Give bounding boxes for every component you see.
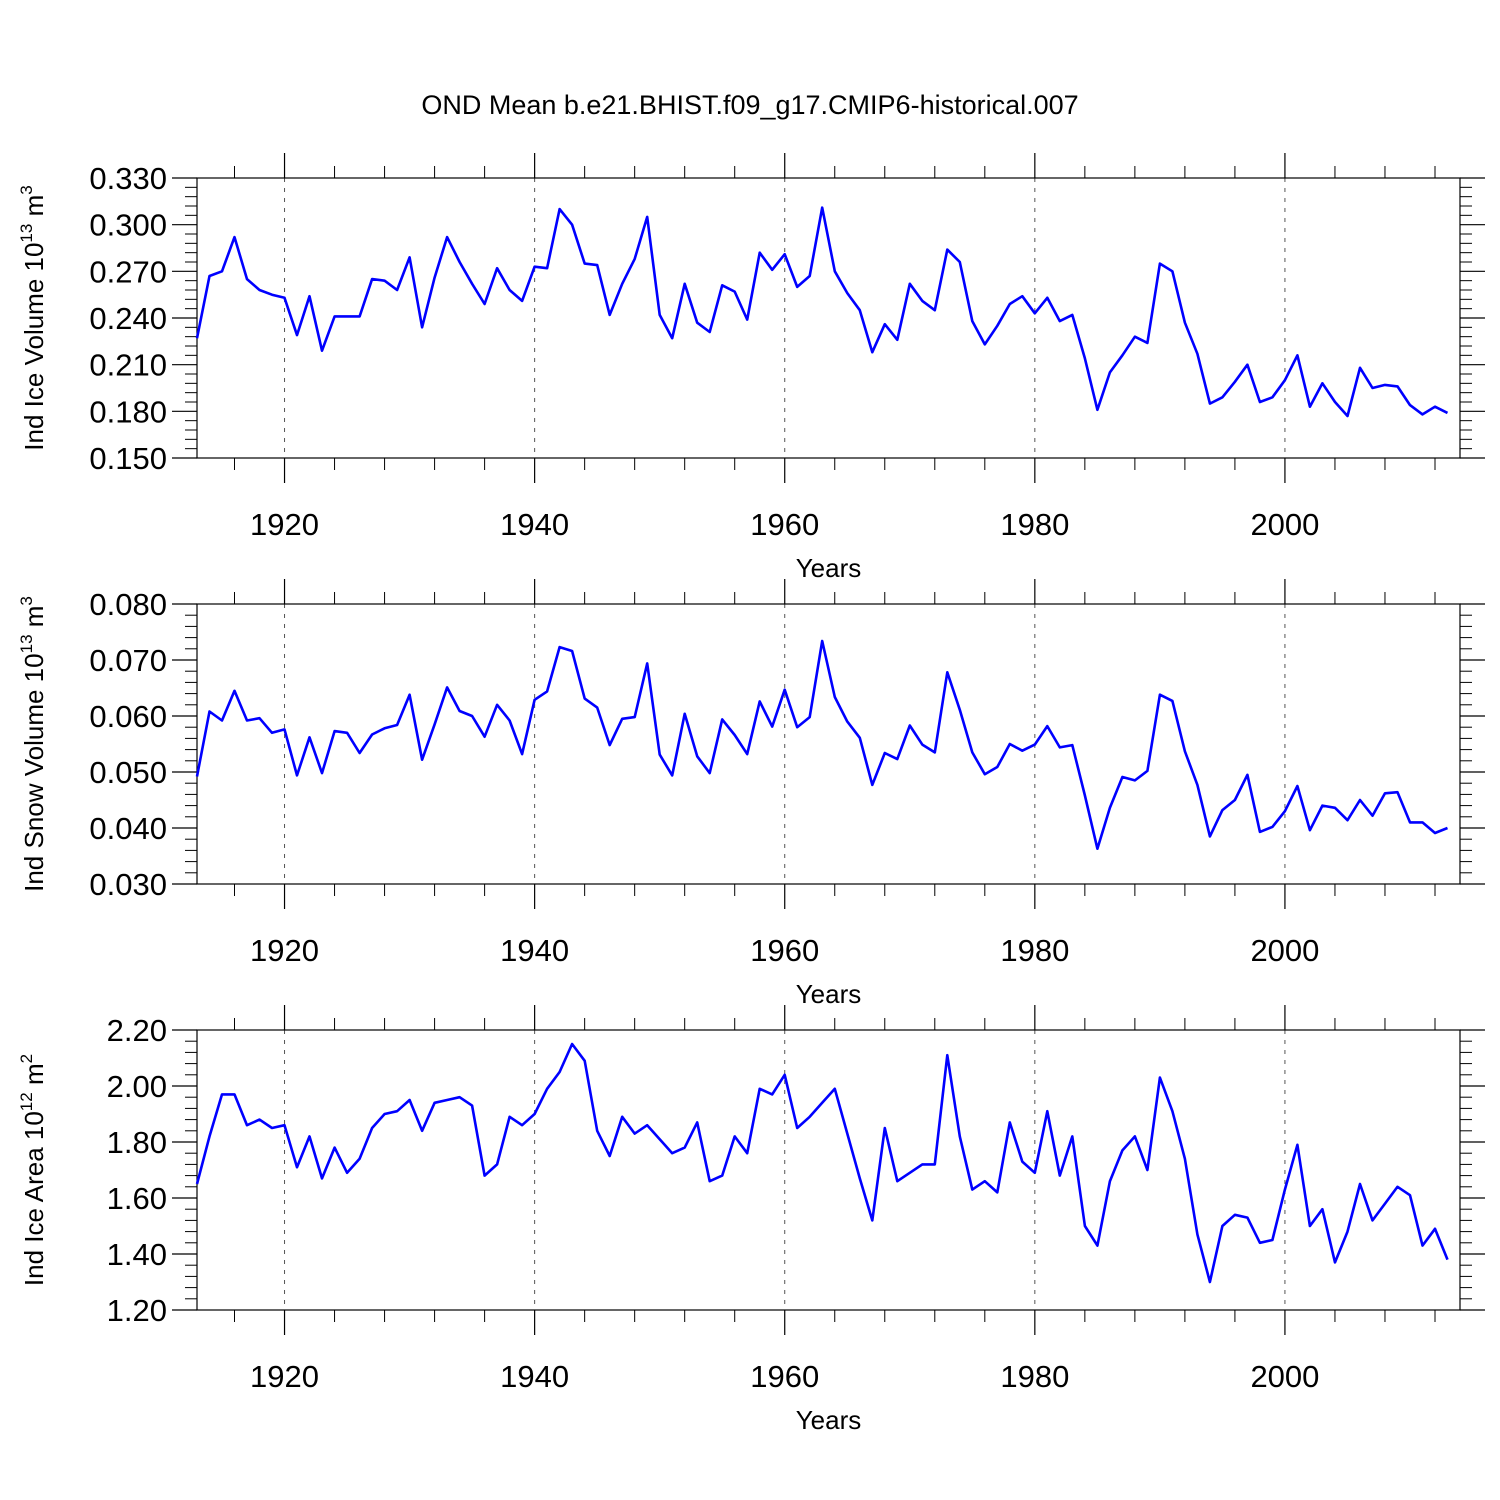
x-tick-label: 1960 bbox=[750, 507, 819, 542]
y-tick-label: 0.040 bbox=[89, 811, 167, 846]
y-tick-label: 0.030 bbox=[89, 867, 167, 902]
y-tick-label: 0.050 bbox=[89, 755, 167, 790]
y-tick-label: 0.070 bbox=[89, 643, 167, 678]
x-tick-label: 2000 bbox=[1250, 507, 1319, 542]
x-tick-label: 1940 bbox=[500, 933, 569, 968]
x-tick-label: 2000 bbox=[1250, 1359, 1319, 1394]
series-line bbox=[195, 639, 1448, 851]
y-tick-label: 0.240 bbox=[89, 301, 167, 336]
x-axis-label: Years bbox=[796, 553, 862, 583]
x-axis-label: Years bbox=[796, 1405, 862, 1435]
panel-snow-volume: 0.030 0.040 0.050 0.060 0.070 0.080 1920 1940 19… bbox=[17, 579, 1485, 1009]
y-tick-label: 2.20 bbox=[107, 1013, 167, 1048]
x-tick-label: 1940 bbox=[500, 507, 569, 542]
y-tick-label: 0.180 bbox=[89, 394, 167, 429]
y-axis-label: Ind Ice Volume 1013 m3 bbox=[17, 185, 49, 450]
y-tick-label: 0.150 bbox=[89, 441, 167, 476]
y-tick-label: 1.60 bbox=[107, 1181, 167, 1216]
x-tick-label: 2000 bbox=[1250, 933, 1319, 968]
x-tick-label: 1960 bbox=[750, 933, 819, 968]
x-tick-label: 1920 bbox=[250, 507, 319, 542]
y-tick-label: 0.270 bbox=[89, 254, 167, 289]
x-tick-label: 1980 bbox=[1000, 933, 1069, 968]
x-tick-label: 1920 bbox=[250, 1359, 319, 1394]
y-axis-label: Ind Ice Area 1012 m2 bbox=[17, 1054, 49, 1286]
y-tick-label: 0.210 bbox=[89, 348, 167, 383]
x-axis-label: Years bbox=[796, 979, 862, 1009]
y-tick-label: 0.060 bbox=[89, 699, 167, 734]
series-line bbox=[195, 1042, 1449, 1284]
plot-frame bbox=[196, 177, 1461, 459]
x-tick-label: 1920 bbox=[250, 933, 319, 968]
y-tick-label: 0.080 bbox=[89, 587, 167, 622]
y-tick-label: 1.40 bbox=[107, 1237, 167, 1272]
figure-title: OND Mean b.e21.BHIST.f09_g17.CMIP6-histo… bbox=[421, 90, 1078, 120]
x-tick-label: 1980 bbox=[1000, 1359, 1069, 1394]
y-axis-label: Ind Snow Volume 1013 m3 bbox=[17, 596, 49, 892]
panel-ice-area: 1.20 1.40 1.60 1.80 2.00 2.20 1920 1940 1960 1980… bbox=[17, 1005, 1485, 1435]
plot-frame bbox=[196, 1029, 1461, 1311]
series-line bbox=[195, 206, 1449, 418]
x-tick-label: 1960 bbox=[750, 1359, 819, 1394]
y-tick-label: 0.330 bbox=[89, 161, 167, 196]
y-tick-label: 1.80 bbox=[107, 1125, 167, 1160]
y-tick-label: 1.20 bbox=[107, 1293, 167, 1328]
x-tick-label: 1980 bbox=[1000, 507, 1069, 542]
plot-frame bbox=[196, 603, 1461, 885]
y-tick-label: 0.300 bbox=[89, 208, 167, 243]
y-tick-label: 2.00 bbox=[107, 1069, 167, 1104]
x-tick-label: 1940 bbox=[500, 1359, 569, 1394]
panel-ice-volume: 0.150 0.180 0.210 0.240 0.270 0.300 0.330 1920 1… bbox=[17, 153, 1485, 583]
